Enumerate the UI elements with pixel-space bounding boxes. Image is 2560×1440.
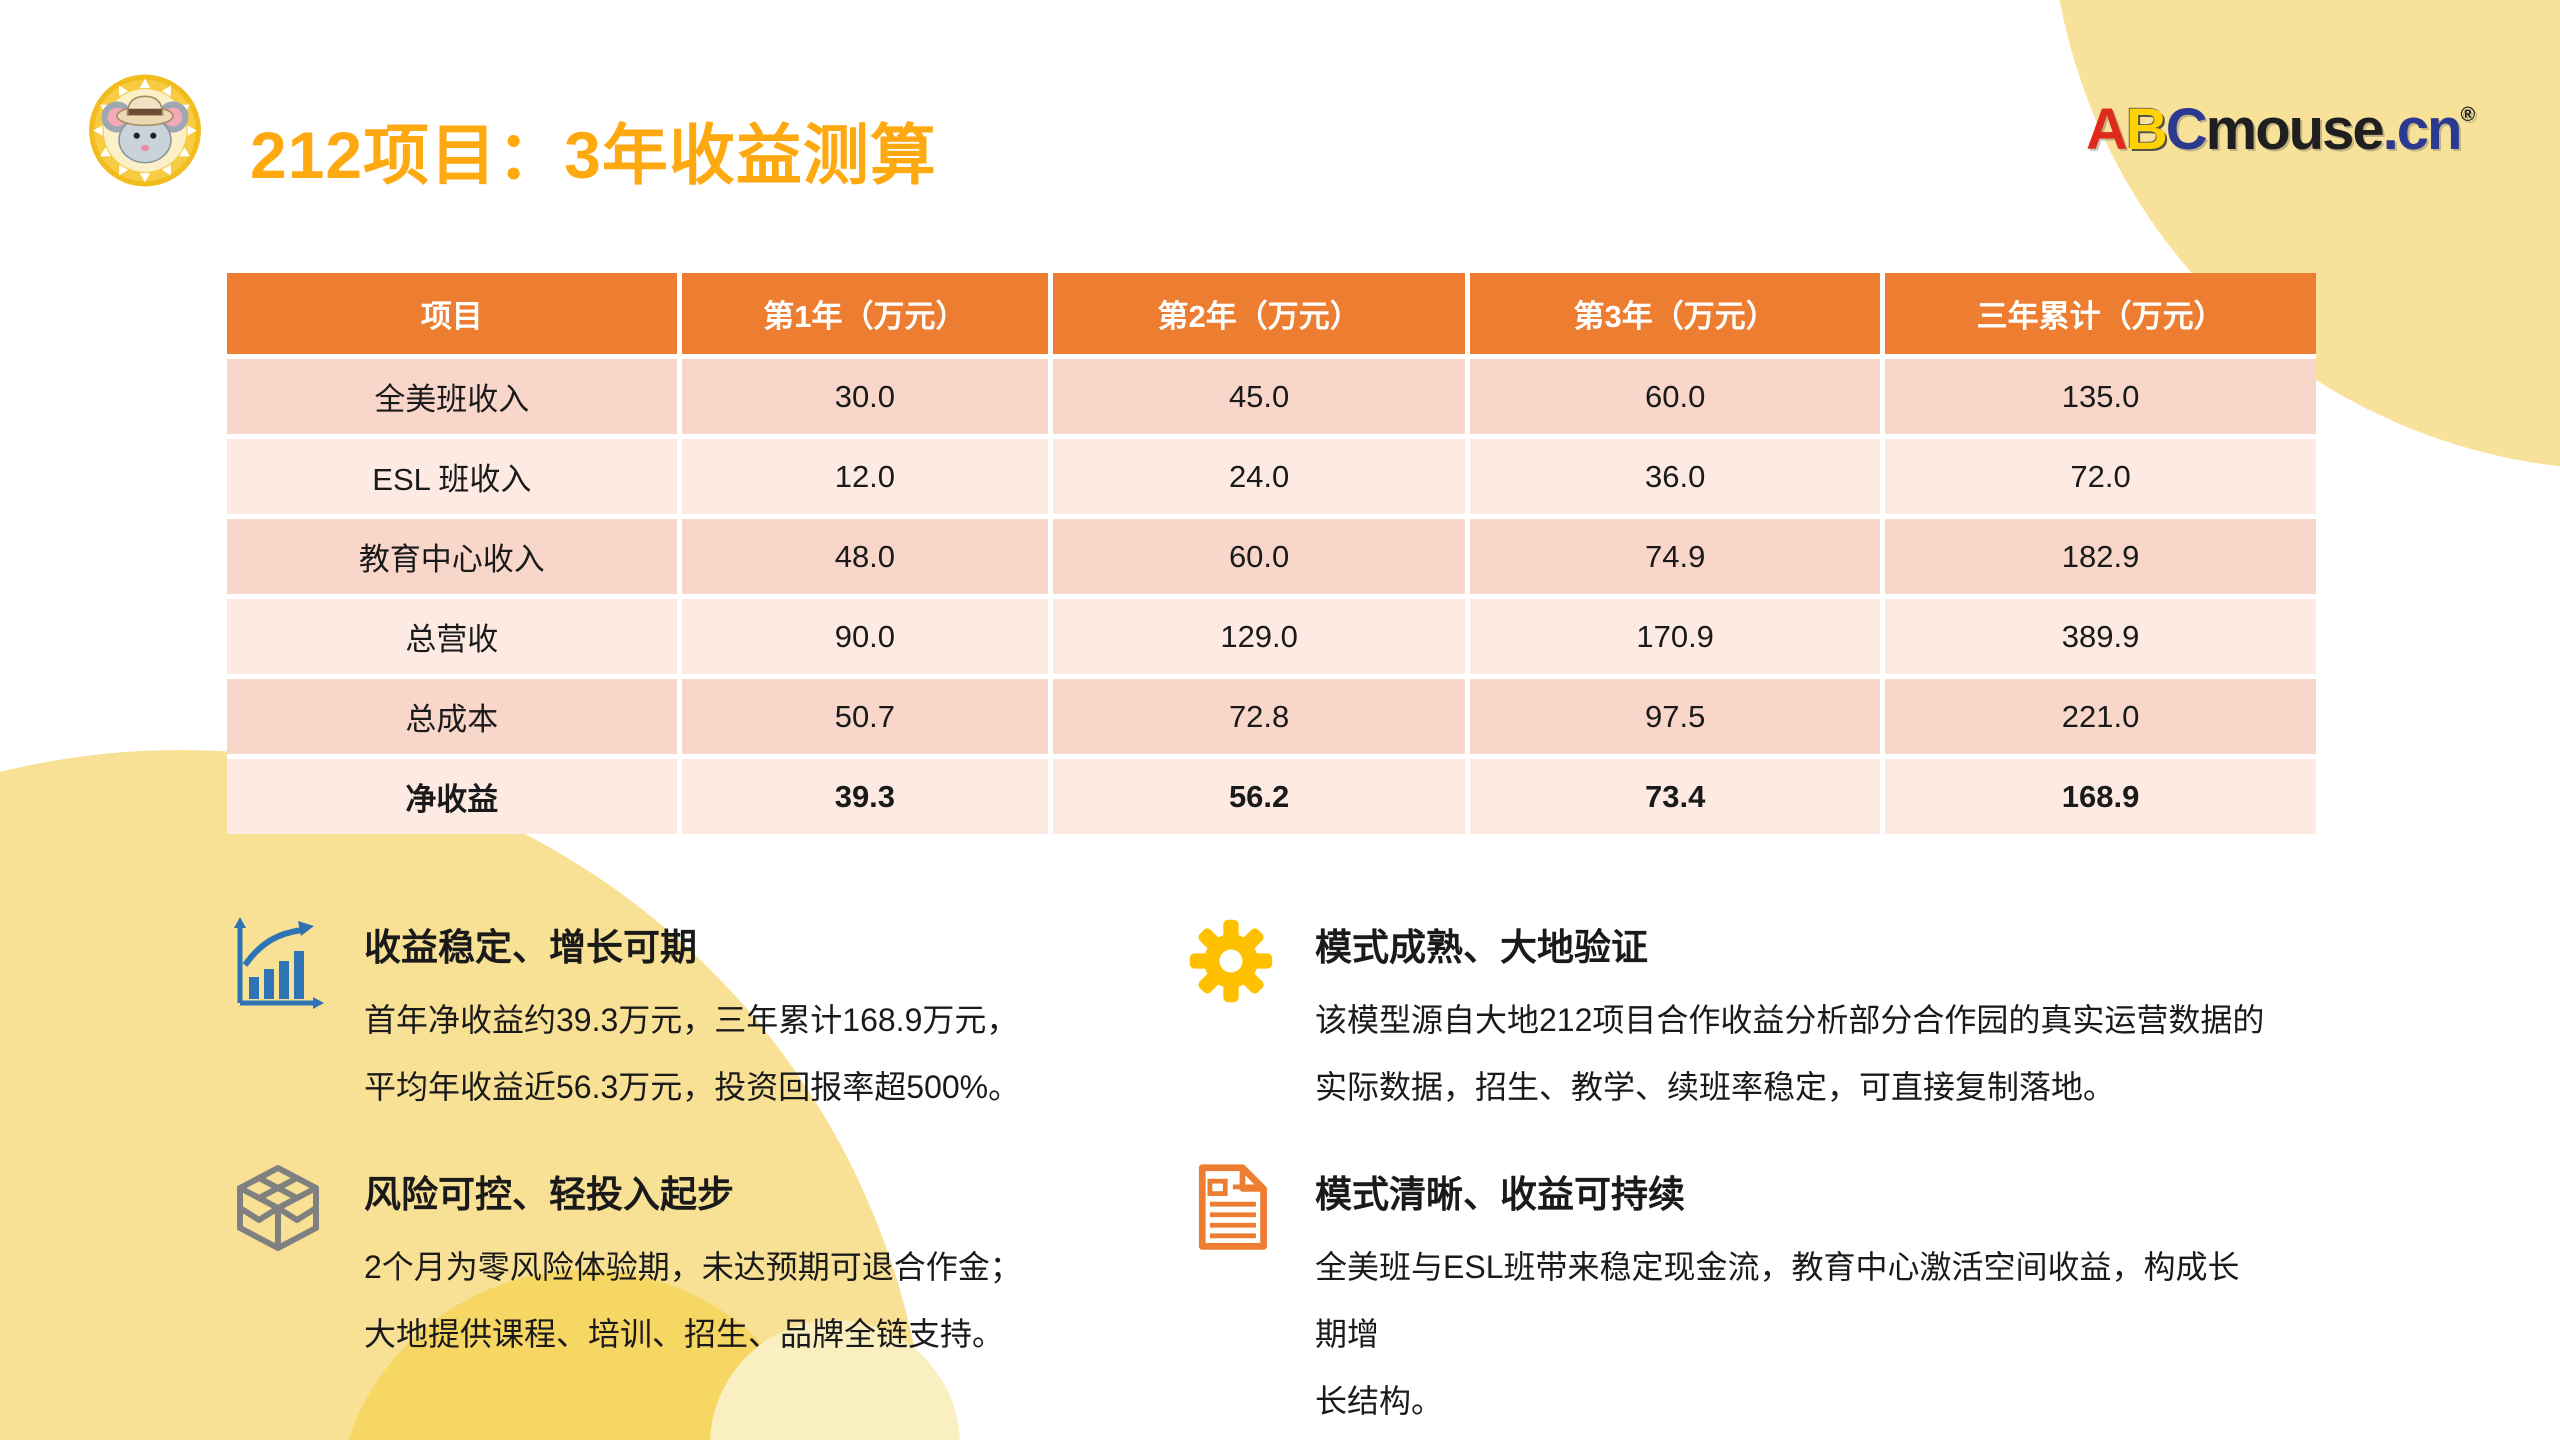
table-cell: 净收益 bbox=[227, 759, 677, 834]
feature-card-sustainable: 模式清晰、收益可持续 全美班与ESL班带来稳定现金流，教育中心激活空间收益，构成… bbox=[1185, 1162, 2265, 1435]
cube-icon bbox=[230, 1162, 326, 1263]
table-cell: 135.0 bbox=[1885, 359, 2316, 434]
page-title: 212项目：3年收益测算 bbox=[250, 118, 937, 192]
logo-suffix-cn: .cn bbox=[2382, 97, 2463, 162]
table-cell: 全美班收入 bbox=[227, 359, 677, 434]
income-projection-table: 项目 第1年（万元） 第2年（万元） 第3年（万元） 三年累计（万元） 全美班收… bbox=[227, 273, 2316, 834]
logo-letter-b: B bbox=[2125, 97, 2168, 162]
table-cell: 182.9 bbox=[1885, 519, 2316, 594]
table-cell: 74.9 bbox=[1470, 519, 1881, 594]
feature-text: 首年净收益约39.3万元，三年累计168.9万元， 平均年收益近56.3万元，投… bbox=[364, 1002, 1021, 1105]
table-cell: 129.0 bbox=[1053, 599, 1466, 674]
safari-mouse-icon bbox=[89, 74, 201, 187]
table-cell: 60.0 bbox=[1470, 359, 1881, 434]
table-cell: 73.4 bbox=[1470, 759, 1881, 834]
column-header: 第3年（万元） bbox=[1470, 273, 1881, 354]
table-cell: 30.0 bbox=[681, 359, 1049, 434]
column-header: 项目 bbox=[227, 273, 677, 354]
logo-letter-a: A bbox=[2086, 97, 2128, 162]
document-icon bbox=[1185, 1162, 1277, 1259]
gear-icon bbox=[1185, 915, 1277, 1012]
feature-title: 模式清晰、收益可持续 bbox=[1315, 1174, 1685, 1215]
table-cell: 389.9 bbox=[1885, 599, 2316, 674]
table-cell: 总成本 bbox=[227, 679, 677, 754]
logo-letter-c: C bbox=[2165, 97, 2208, 162]
feature-text: 全美班与ESL班带来稳定现金流，教育中心激活空间收益，构成长期增 长结构。 bbox=[1315, 1249, 2240, 1419]
table-cell: 170.9 bbox=[1470, 599, 1881, 674]
feature-card-low-risk: 风险可控、轻投入起步 2个月为零风险体验期，未达预期可退合作金； 大地提供课程、… bbox=[230, 1162, 1054, 1368]
table-cell: 97.5 bbox=[1470, 679, 1881, 754]
abcmouse-logo: ABCmouse.cn® bbox=[2086, 96, 2475, 163]
table-cell: 45.0 bbox=[1053, 359, 1466, 434]
growth-chart-icon bbox=[230, 915, 326, 1016]
registered-mark: ® bbox=[2460, 104, 2476, 126]
column-header: 三年累计（万元） bbox=[1885, 273, 2316, 354]
feature-card-validated: 模式成熟、大地验证 该模型源自大地212项目合作收益分析部分合作园的真实运营数据… bbox=[1185, 915, 2265, 1121]
feature-title: 收益稳定、增长可期 bbox=[364, 927, 697, 968]
table-cell: 56.2 bbox=[1053, 759, 1466, 834]
table-cell: ESL 班收入 bbox=[227, 439, 677, 514]
table-cell: 总营收 bbox=[227, 599, 677, 674]
table-cell: 48.0 bbox=[681, 519, 1049, 594]
feature-card-growth: 收益稳定、增长可期 首年净收益约39.3万元，三年累计168.9万元， 平均年收… bbox=[230, 915, 1054, 1121]
column-header: 第2年（万元） bbox=[1053, 273, 1466, 354]
table-cell: 50.7 bbox=[681, 679, 1049, 754]
table-cell: 72.8 bbox=[1053, 679, 1466, 754]
table-cell: 72.0 bbox=[1885, 439, 2316, 514]
table-cell: 24.0 bbox=[1053, 439, 1466, 514]
mouse-mascot-badge bbox=[88, 72, 202, 189]
table-cell: 60.0 bbox=[1053, 519, 1466, 594]
feature-title: 风险可控、轻投入起步 bbox=[364, 1174, 734, 1215]
table-cell: 12.0 bbox=[681, 439, 1049, 514]
column-header: 第1年（万元） bbox=[681, 273, 1049, 354]
table-cell: 168.9 bbox=[1885, 759, 2316, 834]
table-cell: 36.0 bbox=[1470, 439, 1881, 514]
table-cell: 221.0 bbox=[1885, 679, 2316, 754]
table-cell: 90.0 bbox=[681, 599, 1049, 674]
table-cell: 教育中心收入 bbox=[227, 519, 677, 594]
logo-word-mouse: mouse bbox=[2205, 97, 2385, 162]
table-cell: 39.3 bbox=[681, 759, 1049, 834]
feature-text: 该模型源自大地212项目合作收益分析部分合作园的真实运营数据的 实际数据，招生、… bbox=[1315, 1002, 2265, 1105]
feature-text: 2个月为零风险体验期，未达预期可退合作金； 大地提供课程、培训、招生、品牌全链支… bbox=[364, 1249, 1022, 1352]
feature-title: 模式成熟、大地验证 bbox=[1315, 927, 1648, 968]
